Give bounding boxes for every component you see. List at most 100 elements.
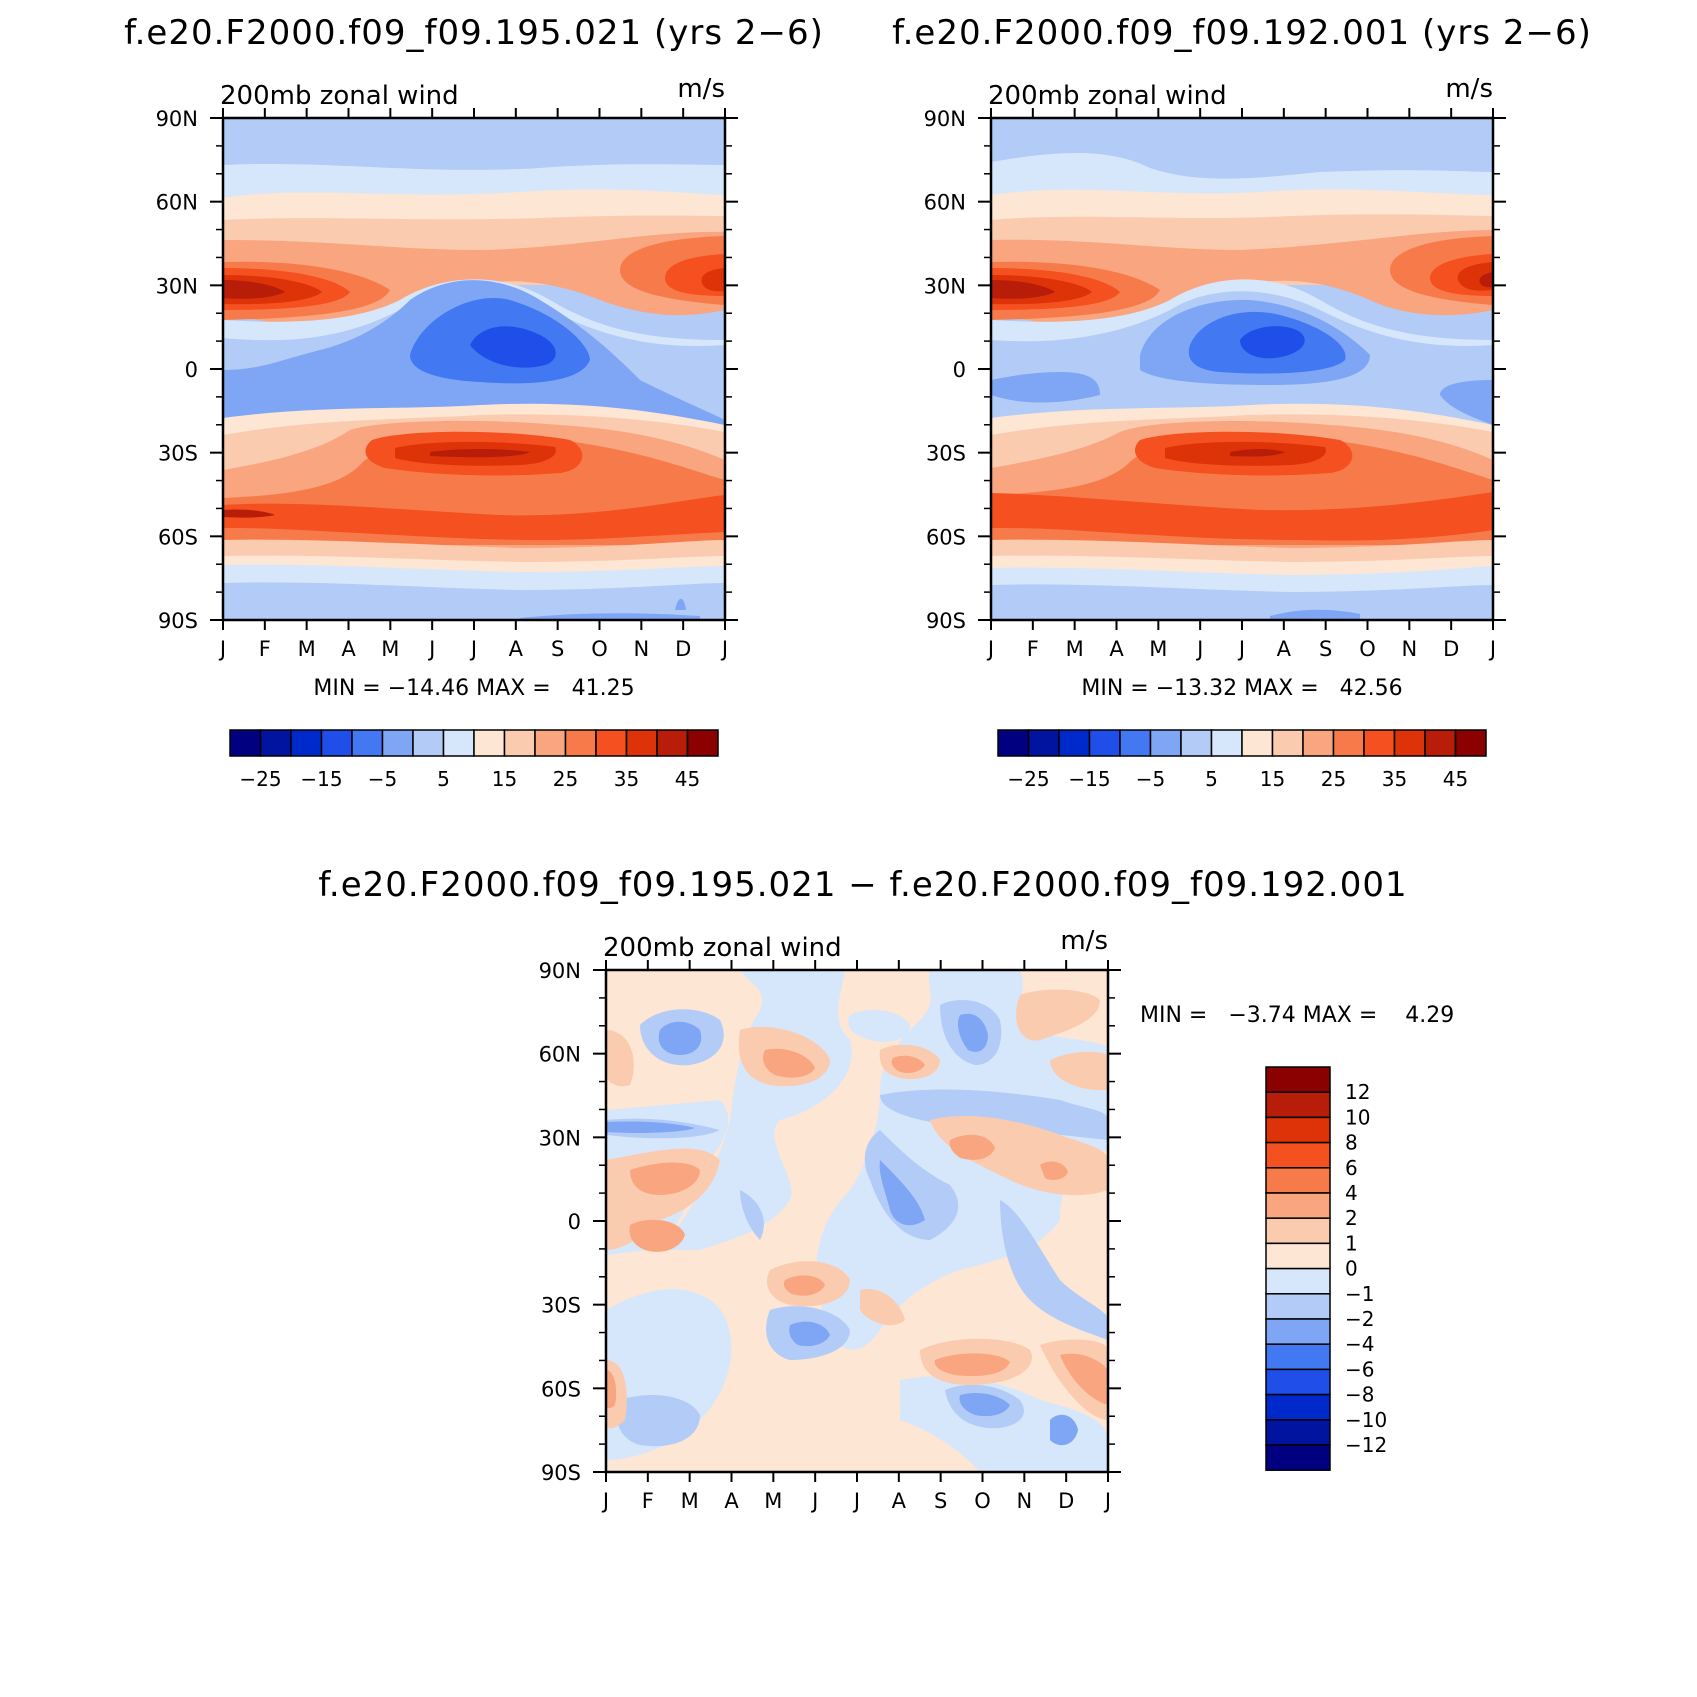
colorbar-label: −15 [300,767,342,791]
x-tick-label: F [1027,637,1039,661]
colorbar-box [1265,1419,1331,1446]
y-tick-label: 60N [539,1043,581,1067]
x-tick-label: A [341,637,356,661]
x-tick-label: J [218,637,226,661]
colorbar-box [1265,1141,1331,1169]
colorbar-box [320,729,353,757]
y-tick-label: 0 [953,358,966,382]
colorbar-label: −4 [1345,1332,1374,1356]
colorbar-label: −5 [368,767,397,791]
panel-2-plot-area [991,118,1493,620]
colorbar-box [442,729,475,757]
colorbar-label: −6 [1345,1357,1374,1381]
x-tick-label: N [633,637,649,661]
y-tick-label: 60N [156,191,198,215]
y-tick-label: 90N [539,959,581,983]
y-tick-label: 60N [924,191,966,215]
colorbar-box [564,729,597,757]
x-tick-label: A [509,637,524,661]
x-tick-label: M [1149,637,1167,661]
colorbar-label: 2 [1345,1206,1358,1230]
x-tick-label: A [1277,637,1292,661]
colorbar-label: 1 [1345,1231,1358,1255]
panel-1-colorbar: −25 −15 −5 5 15 25 35 45 [229,729,719,791]
panel-3-stats: MIN = −3.74 MAX = 4.29 [1140,1003,1454,1028]
colorbar-box [1027,729,1060,757]
x-tick-label: S [934,1489,947,1513]
colorbar-box [1363,729,1396,757]
colorbar-box [1265,1444,1331,1471]
colorbar-box [259,729,292,757]
colorbar-box [1210,729,1243,757]
panel-3-title: f.e20.F2000.f09_f09.195.021 − f.e20.F200… [318,865,1407,905]
panel-2-subtitle-right: m/s [1445,74,1493,104]
y-tick-label: 30N [924,274,966,298]
colorbar-box [1265,1267,1331,1295]
colorbar-label: 5 [1205,767,1218,791]
y-tick-label: 90S [158,609,198,633]
colorbar-box [503,729,536,757]
colorbar-box [412,729,445,757]
colorbar-label: −12 [1345,1433,1387,1457]
panel-1-stats: MIN = −14.46 MAX = 41.25 [313,676,634,701]
colorbar-box [381,729,414,757]
colorbar-label: 25 [1321,767,1346,791]
y-tick-label: 30N [539,1126,581,1150]
x-tick-label: O [1359,637,1376,661]
x-tick-label: M [381,637,399,661]
x-tick-label: O [591,637,608,661]
colorbar-box [1265,1167,1331,1194]
x-tick-label: A [1109,637,1124,661]
y-tick-label: 60S [158,525,198,549]
colorbar-box [1393,729,1426,757]
panel-1-subtitle-right: m/s [677,74,725,104]
colorbar-box [1180,729,1213,757]
colorbar-label: 15 [492,767,517,791]
x-tick-label: J [986,637,994,661]
x-tick-label: A [724,1489,739,1513]
panel-2-subtitle-left: 200mb zonal wind [988,81,1227,111]
x-tick-label: J [469,637,477,661]
colorbar-box [351,729,384,757]
colorbar-box [1265,1192,1331,1219]
colorbar-box [1271,729,1304,757]
panel-3-y-axis: 90N 60N 30N 0 30S 60S 90S [539,959,1121,1485]
colorbar-label: 5 [437,767,450,791]
x-tick-label: S [551,637,564,661]
x-tick-label: J [720,637,728,661]
colorbar-box [534,729,567,757]
y-tick-label: 30N [156,274,198,298]
colorbar-label: −1 [1345,1282,1374,1306]
colorbar-box [1265,1393,1331,1421]
colorbar-label: 15 [1260,767,1285,791]
panel-3-subtitle-left: 200mb zonal wind [603,933,842,963]
y-tick-label: 0 [185,358,198,382]
panel-1: f.e20.F2000.f09_f09.195.021 (yrs 2−6) 20… [124,13,823,791]
x-tick-label: J [1488,637,1496,661]
x-tick-label: D [1443,637,1459,661]
colorbar-box [1302,729,1335,757]
panel-2-frame [989,116,1495,622]
x-tick-label: J [810,1489,818,1513]
x-tick-label: J [1195,637,1203,661]
panel-1-subtitle-left: 200mb zonal wind [220,81,459,111]
colorbar-label: −25 [239,767,281,791]
x-tick-label: J [1237,637,1245,661]
y-tick-label: 0 [568,1210,581,1234]
x-tick-label: S [1319,637,1332,661]
colorbar-label: 4 [1345,1181,1358,1205]
y-tick-label: 30S [541,1294,581,1318]
x-tick-label: A [892,1489,907,1513]
x-tick-label: M [1066,637,1084,661]
colorbar-box [1454,729,1487,757]
x-tick-label: D [675,637,691,661]
colorbar-box [1265,1217,1331,1245]
x-tick-label: M [298,637,316,661]
y-tick-label: 90S [541,1461,581,1485]
colorbar-label: 35 [1382,767,1407,791]
colorbar-label: 6 [1345,1156,1358,1180]
x-tick-label: J [1103,1489,1111,1513]
